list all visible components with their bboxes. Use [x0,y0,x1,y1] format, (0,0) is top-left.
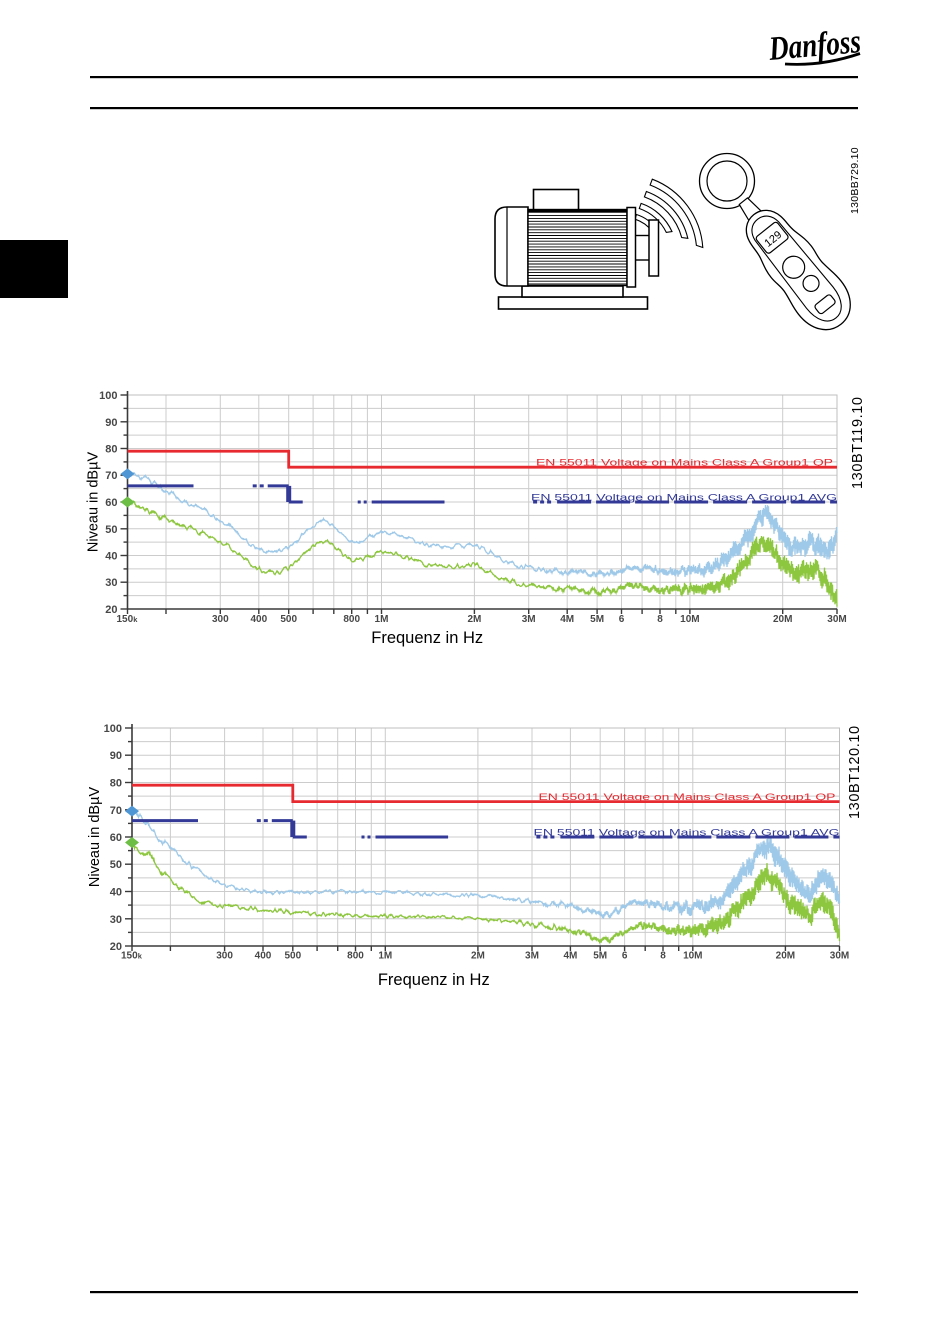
svg-text:60: 60 [105,497,117,509]
svg-text:3M: 3M [522,614,536,625]
svg-text:40: 40 [110,887,122,899]
svg-text:1M: 1M [378,951,392,962]
svg-text:300: 300 [212,614,229,625]
svg-text:80: 80 [105,444,117,456]
svg-text:20M: 20M [773,614,792,625]
svg-text:80: 80 [110,778,122,790]
svg-text:30: 30 [110,914,122,926]
svg-text:Niveau in dBµV: Niveau in dBµV [87,787,103,888]
svg-text:150k: 150k [117,614,139,625]
svg-text:70: 70 [105,470,117,482]
svg-text:EN 55011 Voltage on Mains Clas: EN 55011 Voltage on Mains Class A Group1… [539,792,836,802]
svg-text:30M: 30M [830,951,849,962]
svg-text:50: 50 [110,859,122,871]
svg-text:40: 40 [105,551,117,563]
svg-text:5M: 5M [593,951,607,962]
svg-text:150k: 150k [121,951,143,962]
svg-text:10M: 10M [680,614,699,625]
svg-text:4M: 4M [563,951,577,962]
svg-text:5M: 5M [590,614,604,625]
svg-text:EN 55011 Voltage on Mains Clas: EN 55011 Voltage on Mains Class A Group1… [536,458,833,468]
svg-text:400: 400 [255,951,272,962]
svg-text:130BB729.10: 130BB729.10 [849,147,861,214]
svg-text:500: 500 [284,951,301,962]
svg-text:30: 30 [105,577,117,589]
svg-text:800: 800 [347,951,364,962]
svg-text:6: 6 [622,951,628,962]
svg-text:20: 20 [110,941,122,953]
svg-text:400: 400 [250,614,267,625]
svg-text:4M: 4M [560,614,574,625]
svg-text:Niveau in dBµV: Niveau in dBµV [86,452,102,553]
svg-text:1M: 1M [375,614,389,625]
svg-text:6: 6 [619,614,625,625]
svg-text:Frequenz in Hz: Frequenz in Hz [378,971,490,989]
svg-text:500: 500 [280,614,297,625]
svg-text:3M: 3M [525,951,539,962]
svg-text:8: 8 [660,951,666,962]
svg-text:EN 55011 Voltage on Mains Clas: EN 55011 Voltage on Mains Class A Group1… [534,828,840,838]
svg-text:2M: 2M [471,951,485,962]
svg-text:20: 20 [105,604,117,616]
svg-text:60: 60 [110,832,122,844]
svg-text:130BT119.10: 130BT119.10 [850,396,866,489]
svg-text:Frequenz in Hz: Frequenz in Hz [371,629,483,647]
svg-text:2M: 2M [467,614,481,625]
svg-text:50: 50 [105,524,117,536]
svg-text:100: 100 [99,390,117,402]
svg-text:300: 300 [216,951,233,962]
svg-text:90: 90 [110,750,122,762]
svg-text:70: 70 [110,805,122,817]
svg-text:Danfoss: Danfoss [767,23,863,68]
svg-text:20M: 20M [776,951,795,962]
svg-text:100: 100 [104,723,122,735]
svg-text:90: 90 [105,417,117,429]
svg-text:800: 800 [343,614,360,625]
svg-text:130BT120.10: 130BT120.10 [847,725,863,819]
svg-text:EN 55011 Voltage on Mains Clas: EN 55011 Voltage on Mains Class A Group1… [531,493,837,503]
svg-text:10M: 10M [683,951,702,962]
svg-text:30M: 30M [827,614,846,625]
svg-text:8: 8 [657,614,663,625]
